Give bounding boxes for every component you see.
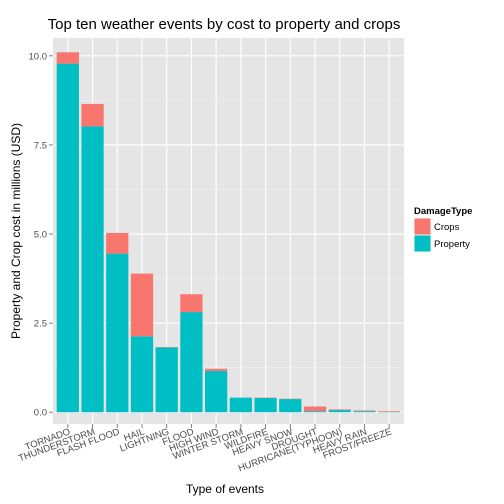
bar-property-flash-flood (106, 253, 129, 413)
y-tick-label: 0.0 (34, 408, 47, 419)
bar-property-drought (303, 411, 327, 413)
bar-property-heavy-rain (353, 411, 376, 413)
bar-crops-hurricane-typhoon (328, 409, 351, 411)
bar-crops-flood (180, 294, 203, 313)
legend-label-property: Property (434, 239, 470, 250)
bar-property-high-wind (205, 370, 228, 413)
bar-crops-flash-flood (106, 232, 129, 254)
y-tick-label: 2.5 (34, 319, 47, 330)
legend: DamageType Crops Property (414, 206, 472, 252)
bar-crops-thunderstorm (81, 103, 104, 127)
chart-title: Top ten weather events by cost to proper… (48, 16, 401, 33)
plot-panel (53, 38, 404, 424)
legend-swatch-property (414, 235, 431, 252)
bar-crops-tornado (56, 52, 79, 64)
bar-property-flood (180, 312, 203, 413)
bar-crops-heavy-rain (353, 410, 376, 412)
bar-property-winter-storm (229, 397, 252, 413)
bar-crops-frost-freeze (378, 411, 401, 412)
y-tick-label: 5.0 (34, 230, 47, 241)
bar-crops-high-wind (205, 368, 228, 371)
bar-property-wildfire (254, 397, 277, 413)
bar-property-heavy-snow (279, 399, 302, 413)
legend-swatch-crops (414, 218, 431, 235)
y-tick-label: 7.5 (34, 140, 47, 151)
bar-crops-drought (303, 406, 327, 412)
bar-property-lightning (155, 347, 178, 413)
y-tick-label: 10.0 (29, 51, 48, 62)
bars (56, 52, 401, 413)
bar-property-tornado (56, 63, 79, 413)
bar-property-hurricane-typhoon (328, 410, 351, 413)
bar-property-thunderstorm (81, 126, 104, 413)
y-axis: 0.0 2.5 5.0 7.5 10.0 (29, 51, 53, 419)
legend-title: DamageType (414, 206, 472, 217)
legend-label-crops: Crops (434, 222, 460, 233)
y-axis-title: Property and Crop cost in millions (USD) (9, 123, 23, 339)
bar-property-hail (130, 336, 154, 413)
x-axis-title: Type of events (186, 482, 264, 496)
bar-crops-hail (130, 273, 154, 337)
